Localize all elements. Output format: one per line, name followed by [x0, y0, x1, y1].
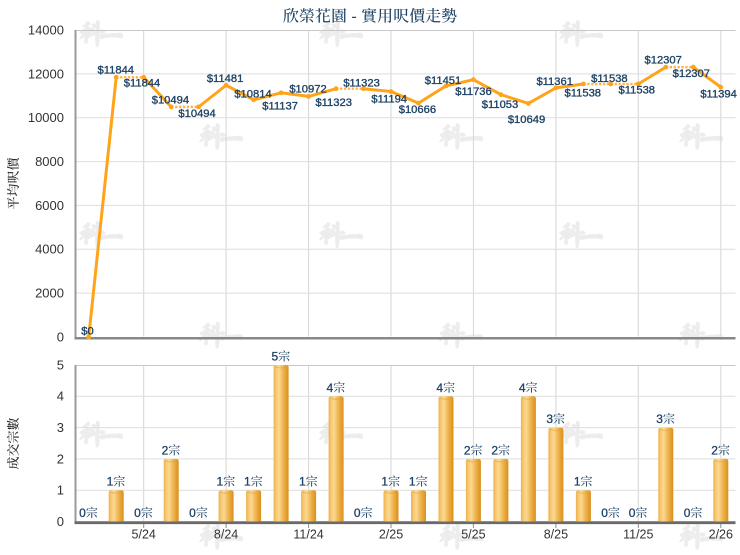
svg-text:5: 5 — [272, 350, 279, 364]
svg-text:4: 4 — [519, 381, 526, 395]
svg-text:0: 0 — [57, 514, 64, 529]
svg-text:8/24: 8/24 — [214, 528, 238, 542]
svg-text:6000: 6000 — [35, 198, 64, 213]
svg-text:0: 0 — [134, 506, 141, 520]
svg-text:14000: 14000 — [28, 22, 64, 37]
svg-text:5/24: 5/24 — [132, 528, 156, 542]
svg-text:0: 0 — [189, 506, 196, 520]
svg-text:$10649: $10649 — [508, 114, 545, 126]
svg-text:$11451: $11451 — [425, 75, 462, 87]
svg-text:0: 0 — [629, 506, 636, 520]
svg-text:1: 1 — [107, 475, 114, 489]
svg-text:8/25: 8/25 — [544, 528, 568, 542]
svg-text:4: 4 — [57, 389, 64, 404]
svg-text:1: 1 — [299, 475, 306, 489]
svg-text:0: 0 — [684, 506, 691, 520]
svg-text:4000: 4000 — [35, 242, 64, 257]
svg-text:10000: 10000 — [28, 110, 64, 125]
svg-text:$11394: $11394 — [700, 88, 737, 100]
svg-text:$10494: $10494 — [178, 108, 215, 120]
svg-text:3: 3 — [656, 412, 663, 426]
svg-text:5: 5 — [57, 357, 64, 372]
svg-text:11/25: 11/25 — [623, 528, 653, 542]
svg-text:$11538: $11538 — [619, 85, 656, 97]
svg-text:$11538: $11538 — [591, 73, 628, 85]
svg-text:$12307: $12307 — [673, 68, 710, 80]
svg-text:$11323: $11323 — [315, 97, 352, 109]
svg-text:2: 2 — [464, 443, 471, 457]
svg-text:12000: 12000 — [28, 66, 64, 81]
svg-text:$10494: $10494 — [152, 95, 189, 107]
svg-text:1: 1 — [217, 475, 224, 489]
svg-text:5/25: 5/25 — [461, 528, 485, 542]
svg-text:$12307: $12307 — [645, 55, 682, 67]
svg-text:1: 1 — [574, 475, 581, 489]
svg-text:$11844: $11844 — [124, 78, 161, 90]
svg-text:-: - — [351, 9, 356, 26]
svg-text:3: 3 — [57, 420, 64, 435]
svg-text:$11736: $11736 — [455, 86, 492, 98]
svg-text:2: 2 — [57, 451, 64, 466]
svg-text:0: 0 — [601, 506, 608, 520]
svg-text:$10972: $10972 — [289, 83, 326, 95]
svg-text:8000: 8000 — [35, 154, 64, 169]
svg-text:2: 2 — [162, 443, 169, 457]
svg-text:1: 1 — [381, 475, 388, 489]
svg-text:$11481: $11481 — [207, 73, 244, 85]
svg-text:$10666: $10666 — [399, 104, 436, 116]
svg-text:1: 1 — [409, 475, 416, 489]
svg-text:$11844: $11844 — [98, 65, 135, 77]
svg-text:1: 1 — [244, 475, 251, 489]
svg-text:2: 2 — [711, 443, 718, 457]
svg-text:$0: $0 — [81, 325, 93, 337]
svg-text:1: 1 — [57, 483, 64, 498]
svg-text:11/24: 11/24 — [293, 528, 323, 542]
svg-text:0: 0 — [79, 506, 86, 520]
svg-text:2/25: 2/25 — [379, 528, 403, 542]
svg-text:$10814: $10814 — [234, 89, 271, 101]
svg-text:$11538: $11538 — [565, 88, 602, 100]
svg-text:$11361: $11361 — [536, 76, 573, 88]
svg-text:3: 3 — [546, 412, 553, 426]
svg-text:0: 0 — [57, 329, 64, 344]
svg-text:$11053: $11053 — [482, 99, 519, 111]
svg-text:$11323: $11323 — [343, 77, 380, 89]
svg-text:0: 0 — [354, 506, 361, 520]
svg-text:2/26: 2/26 — [709, 528, 733, 542]
svg-text:2: 2 — [491, 443, 498, 457]
svg-text:4: 4 — [436, 381, 443, 395]
svg-text:4: 4 — [327, 381, 334, 395]
svg-text:$11137: $11137 — [262, 101, 298, 113]
svg-text:2000: 2000 — [35, 286, 64, 301]
svg-text:$11194: $11194 — [371, 93, 407, 105]
